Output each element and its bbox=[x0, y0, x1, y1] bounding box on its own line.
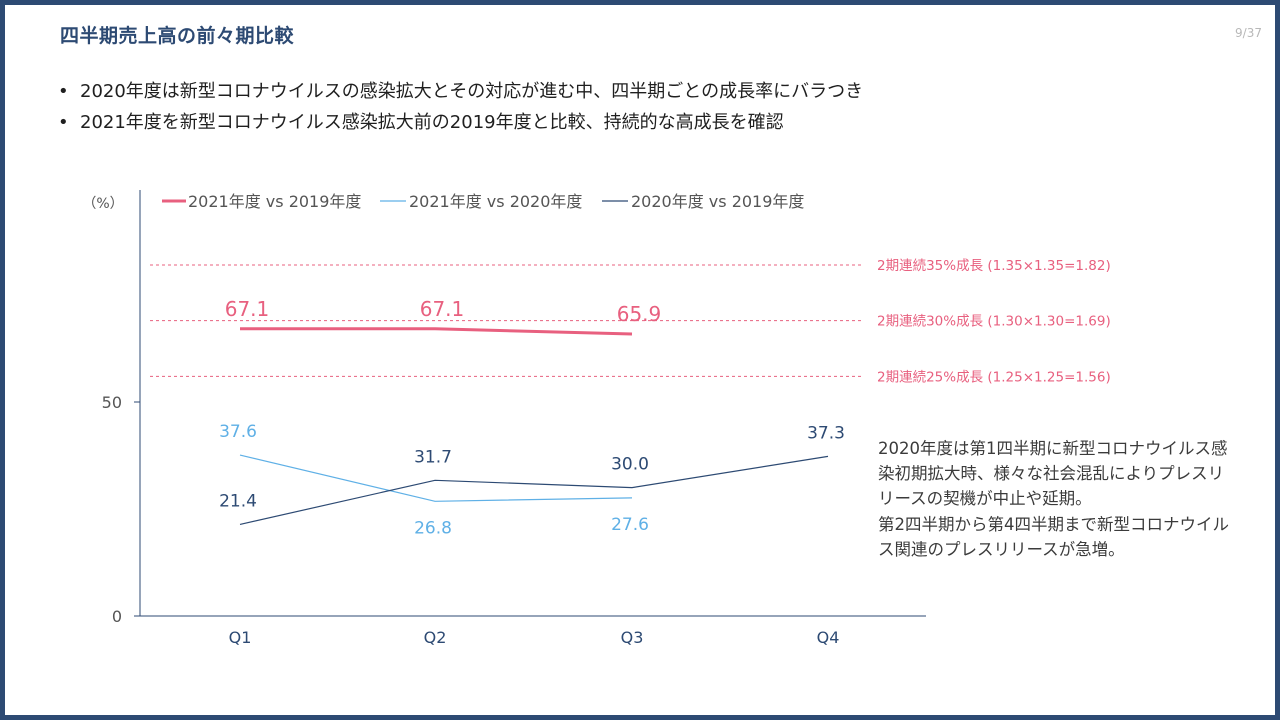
data-label: 27.6 bbox=[611, 515, 649, 535]
data-label: 67.1 bbox=[225, 297, 270, 321]
slide-title: 四半期売上高の前々期比較 bbox=[60, 25, 295, 47]
bullet-item: • 2021年度を新型コロナウイルス感染拡大前の2019年度と比較、持続的な高成長… bbox=[58, 112, 784, 133]
data-label: 26.8 bbox=[414, 518, 452, 538]
annotation-note-1: 2020年度は第1四半期に新型コロナウイルス感染初期拡大時、様々な社会混乱により… bbox=[878, 439, 1228, 508]
x-tick-label: Q4 bbox=[817, 628, 840, 647]
data-label: 21.4 bbox=[219, 491, 257, 511]
data-label: 65.9 bbox=[617, 302, 662, 326]
bullet-text: 2021年度を新型コロナウイルス感染拡大前の2019年度と比較、持続的な高成長を… bbox=[80, 112, 784, 133]
reference-line-label: 2期連続30%成長 (1.30×1.30=1.69) bbox=[877, 314, 1111, 330]
data-label: 30.0 bbox=[611, 455, 649, 475]
series-line bbox=[239, 455, 829, 525]
data-label: 67.1 bbox=[420, 297, 465, 321]
x-tick-label: Q1 bbox=[229, 628, 252, 647]
reference-line-label: 2期連続25%成長 (1.25×1.25=1.56) bbox=[877, 369, 1111, 385]
legend-label: 2021年度 vs 2019年度 bbox=[188, 192, 361, 211]
bullet-item: • 2020年度は新型コロナウイルスの感染拡大とその対応が進む中、四半期ごとの成長… bbox=[58, 81, 864, 102]
legend-label: 2020年度 vs 2019年度 bbox=[631, 192, 804, 211]
bullet-text: 2020年度は新型コロナウイルスの感染拡大とその対応が進む中、四半期ごとの成長率… bbox=[80, 81, 864, 102]
data-label: 37.3 bbox=[807, 423, 845, 443]
y-axis-label: （%） bbox=[82, 196, 123, 212]
series-line bbox=[240, 327, 633, 336]
x-tick-label: Q2 bbox=[424, 628, 447, 647]
series-line bbox=[239, 454, 633, 502]
page-number: 9/37 bbox=[1235, 26, 1262, 40]
x-tick-label: Q3 bbox=[621, 628, 644, 647]
reference-line-label: 2期連続35%成長 (1.35×1.35=1.82) bbox=[877, 258, 1111, 274]
bullet-list: • 2020年度は新型コロナウイルスの感染拡大とその対応が進む中、四半期ごとの成長… bbox=[58, 76, 863, 138]
legend-label: 2021年度 vs 2020年度 bbox=[409, 192, 582, 211]
data-label: 37.6 bbox=[219, 422, 257, 442]
y-tick-label: 50 bbox=[102, 393, 122, 412]
annotation-note-2: 第2四半期から第4四半期まで新型コロナウイルス関連のプレスリリースが急増。 bbox=[878, 515, 1229, 559]
y-tick-label: 0 bbox=[112, 607, 122, 626]
data-label: 31.7 bbox=[414, 447, 452, 467]
